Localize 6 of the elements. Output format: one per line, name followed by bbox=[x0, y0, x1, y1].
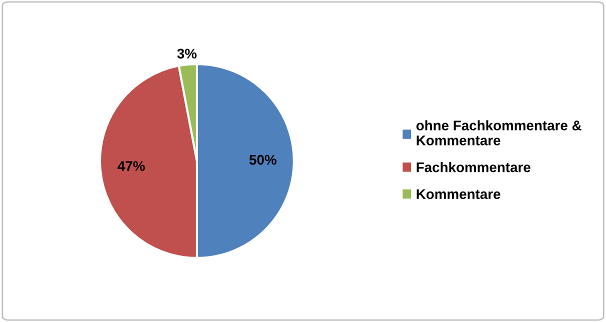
legend-label: ohne Fachkommentare & Kommentare bbox=[416, 120, 582, 146]
data-label: 47% bbox=[118, 161, 145, 171]
data-label: 3% bbox=[177, 48, 197, 59]
data-label: 50% bbox=[249, 154, 276, 165]
legend-label: Fachkommentare bbox=[416, 162, 530, 172]
legend-label: Kommentare bbox=[416, 189, 500, 200]
